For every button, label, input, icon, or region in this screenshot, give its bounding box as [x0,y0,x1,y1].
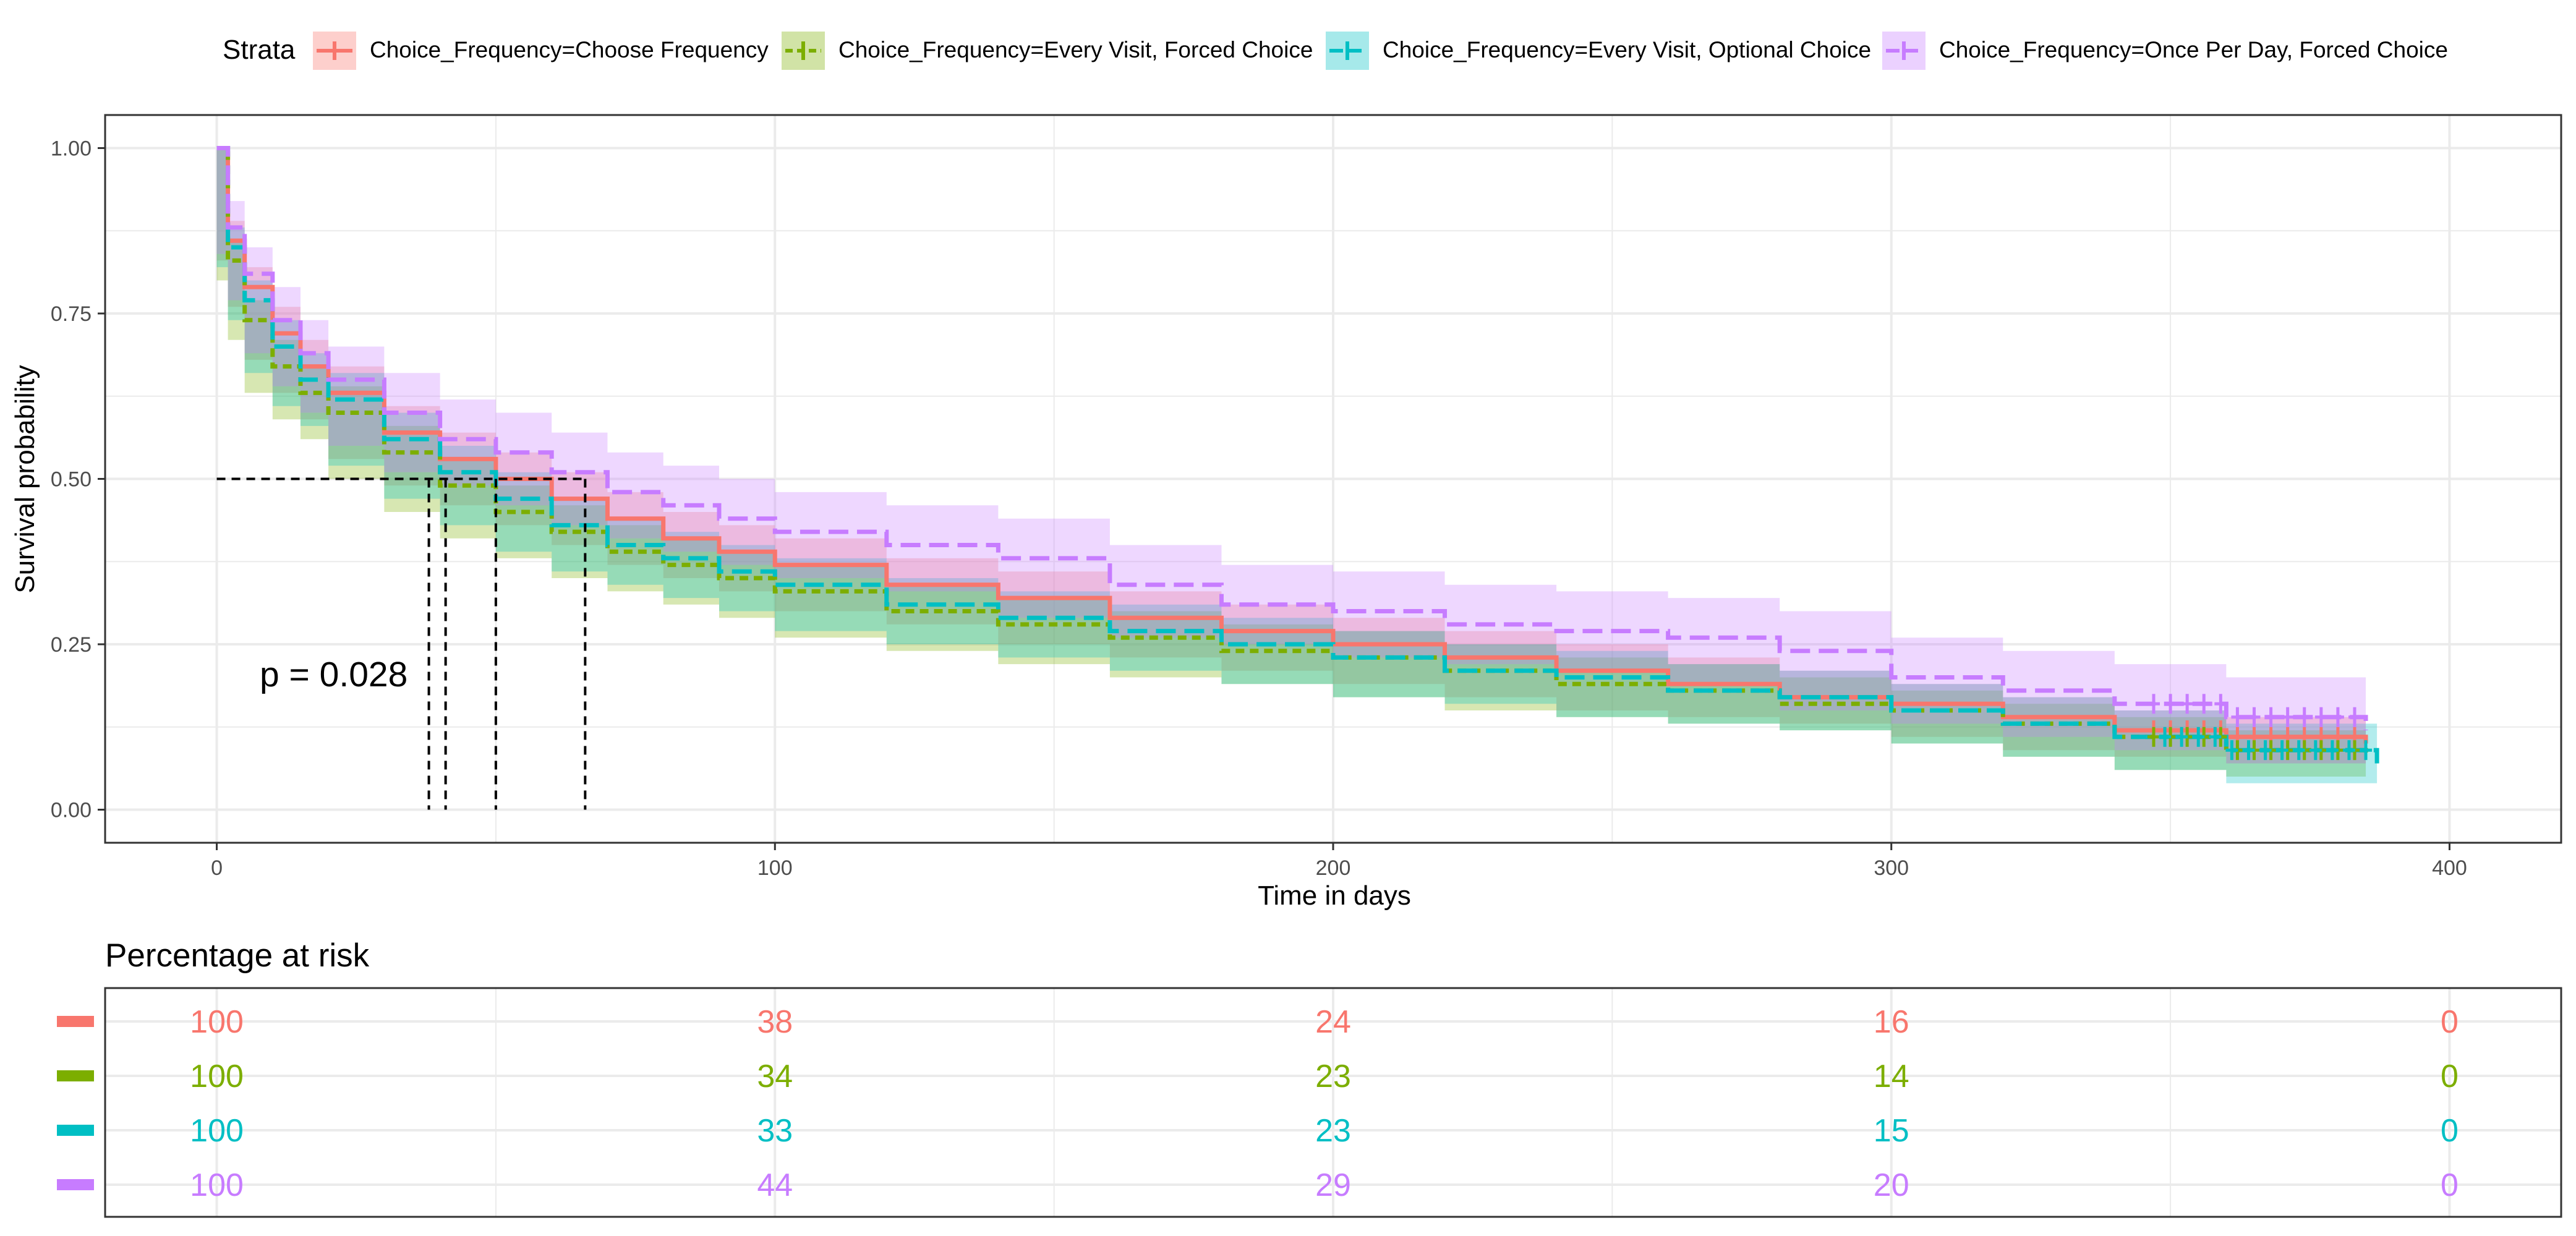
x-tick-label: 400 [2432,856,2467,880]
y-tick-label: 0.75 [51,302,92,326]
risk-value: 16 [1874,1004,1909,1040]
risk-value: 33 [757,1113,793,1149]
confidence-band-2 [216,148,2378,783]
legend-key-every-forced [782,32,825,70]
y-tick-label: 0.00 [51,799,92,822]
confidence-band-0 [216,148,2366,764]
risk-table-values: 100 38 24 16 0 100 34 23 14 0 100 33 23 15 0 100 44 29 20 0 [190,1004,2459,1203]
x-axis-label: Time in days [1258,880,1411,911]
risk-table-title: Percentage at risk [105,937,370,974]
y-tick-label: 0.25 [51,633,92,657]
legend-label-every-forced: Choice_Frequency=Every Visit, Forced Cho… [838,37,1313,62]
survival-plot-panel: p = 0.028 0.00 0.25 0.50 0.75 1.00 0 100 200 300… [10,114,2562,911]
legend: Strata Choice_Frequency=Choose Frequency… [223,32,2448,70]
risk-value: 100 [190,1167,244,1203]
censor-marks [2147,694,2373,761]
median-lines [216,477,587,810]
risk-table-keys [57,1016,94,1190]
risk-value: 23 [1315,1059,1351,1094]
risk-value: 24 [1315,1004,1351,1040]
risk-value: 100 [190,1004,244,1040]
risk-value: 38 [757,1004,793,1040]
risk-value: 100 [190,1059,244,1094]
risk-value: 0 [2441,1004,2459,1040]
x-tick-label: 300 [1874,856,1909,880]
legend-label-choose: Choice_Frequency=Choose Frequency [370,37,769,62]
survival-curve-3 [216,146,2368,731]
risk-value: 34 [757,1059,793,1094]
legend-key-choose [313,32,356,70]
y-tick-label: 1.00 [51,137,92,161]
risk-row-key [57,1016,94,1027]
x-tick-label: 100 [757,856,793,880]
risk-value: 20 [1874,1167,1909,1203]
p-value-annotation: p = 0.028 [260,655,407,694]
legend-label-once-per-day: Choice_Frequency=Once Per Day, Forced Ch… [1939,37,2448,62]
x-tick-label: 0 [211,856,223,880]
risk-row-key [57,1179,94,1190]
y-axis-label: Survival probability [10,365,40,593]
risk-row-key [57,1070,94,1081]
x-tick-label: 200 [1316,856,1351,880]
risk-value: 23 [1315,1113,1351,1149]
risk-value: 29 [1315,1167,1351,1203]
legend-key-every-optional [1326,32,1369,70]
y-tick-label: 0.50 [51,468,92,492]
legend-title: Strata [223,35,296,65]
risk-value: 0 [2441,1059,2459,1094]
legend-label-every-optional: Choice_Frequency=Every Visit, Optional C… [1383,37,1871,62]
risk-table-grid [105,988,2561,1217]
risk-value: 0 [2441,1113,2459,1149]
risk-value: 0 [2441,1167,2459,1203]
confidence-band-1 [216,148,2366,777]
risk-value: 14 [1874,1059,1909,1094]
legend-key-once-per-day [1882,32,1926,70]
survival-curves [216,146,2379,764]
risk-value: 100 [190,1113,244,1149]
risk-value: 15 [1874,1113,1909,1149]
risk-table-border [104,987,2562,1218]
risk-value: 44 [757,1167,793,1203]
risk-row-key [57,1125,94,1136]
plot-axes: 0.00 0.25 0.50 0.75 1.00 0 100 200 300 400 [51,137,2467,880]
